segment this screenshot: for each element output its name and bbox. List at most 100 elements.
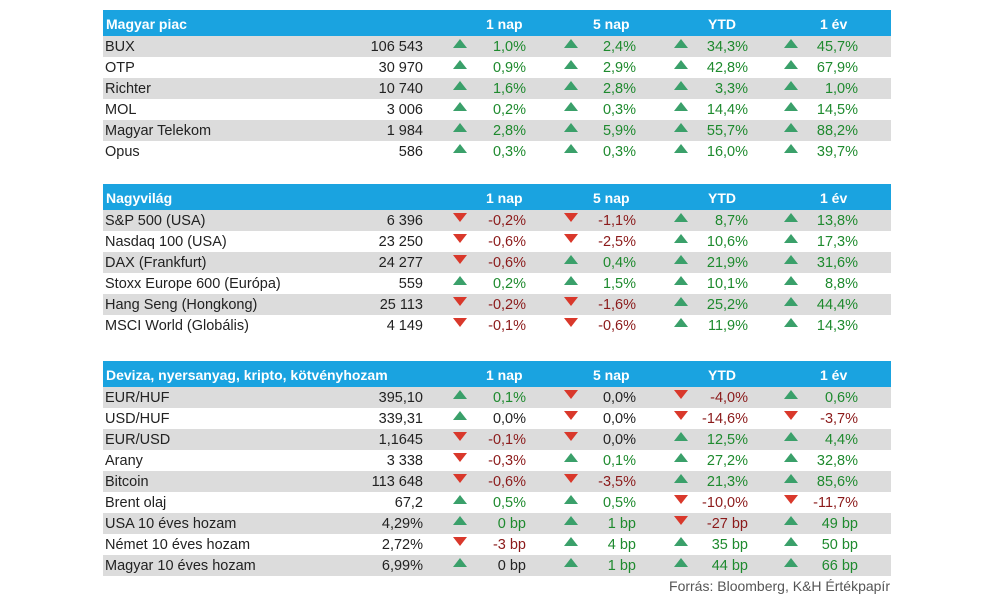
- table-row: Opus 586 0,3% 0,3% 16,0% 39,7%: [103, 141, 891, 162]
- change-y1: -3,7%: [820, 411, 858, 427]
- triangle-up-icon: [674, 537, 688, 546]
- instrument-value: 24 277: [378, 255, 423, 271]
- change-y1: 88,2%: [816, 123, 858, 139]
- triangle-up-icon: [784, 102, 798, 111]
- triangle-up-icon: [564, 39, 578, 48]
- column-header-1-nap: 1 nap: [486, 190, 523, 206]
- section-title: Magyar piac: [106, 16, 187, 32]
- instrument-name: DAX (Frankfurt): [105, 255, 207, 271]
- change-d1: -0,2%: [488, 213, 526, 229]
- table-row: Magyar 10 éves hozam 6,99% 0 bp 1 bp 44 bp 66…: [103, 555, 891, 576]
- change-d1: -0,1%: [488, 432, 526, 448]
- instrument-value: 4,29%: [381, 516, 423, 532]
- table-row: Arany 3 338 -0,3% 0,1% 27,2% 32,8%: [103, 450, 891, 471]
- change-y1: 14,3%: [816, 318, 858, 334]
- table-row: S&P 500 (USA) 6 396 -0,2% -1,1% 8,7% 13,8%: [103, 210, 891, 231]
- triangle-up-icon: [674, 234, 688, 243]
- table-magyar-piac: Magyar piac 1 nap 5 nap YTD 1 év BUX 106 543 1,…: [103, 10, 891, 162]
- change-d5: 0,3%: [602, 144, 636, 160]
- column-header-ytd: YTD: [708, 190, 736, 206]
- triangle-down-icon: [453, 234, 467, 243]
- source-note: Forrás: Bloomberg, K&H Értékpapír: [669, 578, 890, 594]
- instrument-value: 6,99%: [381, 558, 423, 574]
- change-d5: -3,5%: [598, 474, 636, 490]
- triangle-up-icon: [784, 60, 798, 69]
- instrument-name: Német 10 éves hozam: [105, 537, 251, 553]
- section-header: Nagyvilág 1 nap 5 nap YTD 1 év: [103, 184, 891, 210]
- instrument-name: MSCI World (Globális): [105, 318, 249, 334]
- triangle-up-icon: [674, 102, 688, 111]
- instrument-value: 586: [398, 144, 423, 160]
- change-ytd: -27 bp: [706, 516, 748, 532]
- triangle-up-icon: [453, 144, 467, 153]
- change-d5: 1 bp: [607, 516, 636, 532]
- triangle-up-icon: [674, 144, 688, 153]
- triangle-up-icon: [453, 558, 467, 567]
- change-ytd: -14,6%: [702, 411, 748, 427]
- triangle-up-icon: [453, 123, 467, 132]
- instrument-value: 113 648: [371, 474, 423, 490]
- triangle-up-icon: [564, 537, 578, 546]
- triangle-down-icon: [453, 213, 467, 222]
- change-d5: -1,6%: [598, 297, 636, 313]
- instrument-name: BUX: [105, 39, 135, 55]
- triangle-up-icon: [784, 255, 798, 264]
- triangle-up-icon: [674, 453, 688, 462]
- instrument-value: 2,72%: [381, 537, 423, 553]
- change-y1: 4,4%: [824, 432, 858, 448]
- change-d1: -0,2%: [488, 297, 526, 313]
- change-ytd: 16,0%: [706, 144, 748, 160]
- instrument-name: USD/HUF: [105, 411, 170, 427]
- column-header-1-ev: 1 év: [820, 190, 848, 206]
- change-d5: 0,3%: [602, 102, 636, 118]
- instrument-name: EUR/USD: [105, 432, 171, 448]
- triangle-up-icon: [564, 276, 578, 285]
- triangle-up-icon: [784, 297, 798, 306]
- triangle-down-icon: [564, 318, 578, 327]
- table-row: DAX (Frankfurt) 24 277 -0,6% 0,4% 21,9% 31,6%: [103, 252, 891, 273]
- column-header-5-nap: 5 nap: [593, 190, 630, 206]
- instrument-value: 4 149: [386, 318, 423, 334]
- triangle-down-icon: [453, 297, 467, 306]
- change-d1: 0,5%: [492, 495, 526, 511]
- change-d1: -0,6%: [488, 255, 526, 271]
- change-y1: 17,3%: [816, 234, 858, 250]
- triangle-down-icon: [453, 537, 467, 546]
- instrument-name: Opus: [105, 144, 140, 160]
- change-d5: 5,9%: [602, 123, 636, 139]
- triangle-up-icon: [564, 123, 578, 132]
- triangle-up-icon: [453, 495, 467, 504]
- change-y1: 31,6%: [816, 255, 858, 271]
- triangle-up-icon: [453, 81, 467, 90]
- table-row: Magyar Telekom 1 984 2,8% 5,9% 55,7% 88,2%: [103, 120, 891, 141]
- triangle-down-icon: [564, 213, 578, 222]
- triangle-up-icon: [784, 213, 798, 222]
- triangle-up-icon: [564, 81, 578, 90]
- section-title: Deviza, nyersanyag, kripto, kötvényhozam: [106, 367, 388, 383]
- change-ytd: -4,0%: [710, 390, 748, 406]
- column-header-1-ev: 1 év: [820, 367, 848, 383]
- instrument-name: S&P 500 (USA): [105, 213, 206, 229]
- triangle-down-icon: [564, 474, 578, 483]
- change-ytd: 42,8%: [706, 60, 748, 76]
- triangle-down-icon: [453, 453, 467, 462]
- instrument-name: Stoxx Europe 600 (Európa): [105, 276, 281, 292]
- triangle-up-icon: [453, 39, 467, 48]
- change-d5: 1,5%: [602, 276, 636, 292]
- change-d5: 0,4%: [602, 255, 636, 271]
- change-d1: 0,0%: [492, 411, 526, 427]
- change-y1: -11,7%: [813, 495, 858, 511]
- change-y1: 66 bp: [821, 558, 858, 574]
- instrument-value: 559: [398, 276, 423, 292]
- triangle-down-icon: [453, 318, 467, 327]
- instrument-name: MOL: [105, 102, 137, 118]
- change-ytd: 21,3%: [706, 474, 748, 490]
- change-ytd: 12,5%: [706, 432, 748, 448]
- triangle-up-icon: [784, 39, 798, 48]
- triangle-down-icon: [784, 495, 798, 504]
- triangle-up-icon: [564, 558, 578, 567]
- change-ytd: 10,6%: [706, 234, 748, 250]
- triangle-up-icon: [784, 558, 798, 567]
- instrument-name: Brent olaj: [105, 495, 167, 511]
- change-d1: -0,6%: [488, 234, 526, 250]
